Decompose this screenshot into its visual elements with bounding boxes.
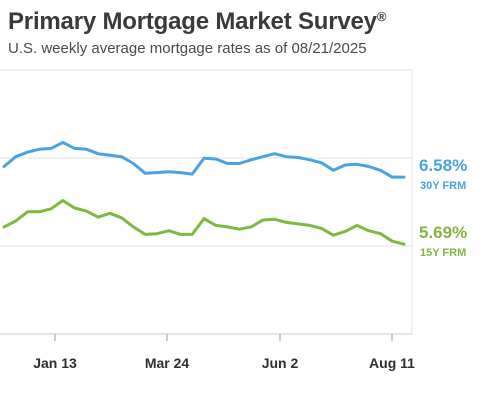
series-15y-frm-line <box>2 199 406 246</box>
x-tick-label: Jun 2 <box>262 355 299 371</box>
x-tick-label: Aug 11 <box>369 355 415 371</box>
chart-title-text: Primary Mortgage Market Survey <box>8 8 377 35</box>
x-tick-label: Mar 24 <box>145 355 190 371</box>
rate-15y-value: 5.69% <box>419 223 467 242</box>
x-axis: Jan 13 Mar 24 Jun 2 Aug 11 <box>33 334 415 371</box>
rate-30y-label: 30Y FRM <box>420 180 466 192</box>
chart-subtitle: U.S. weekly average mortgage rates as of… <box>8 40 367 57</box>
registered-mark: ® <box>376 9 387 24</box>
rate-15y-label: 15Y FRM <box>420 247 466 259</box>
rate-30y-value: 6.58% <box>419 156 467 175</box>
series-30y-frm-line <box>2 140 406 179</box>
end-labels: 6.58% 30Y FRM 5.69% 15Y FRM <box>419 156 467 259</box>
x-tick-label: Jan 13 <box>33 355 77 371</box>
series-lines <box>2 140 406 246</box>
chart-title: Primary Mortgage Market Survey® <box>8 8 386 36</box>
